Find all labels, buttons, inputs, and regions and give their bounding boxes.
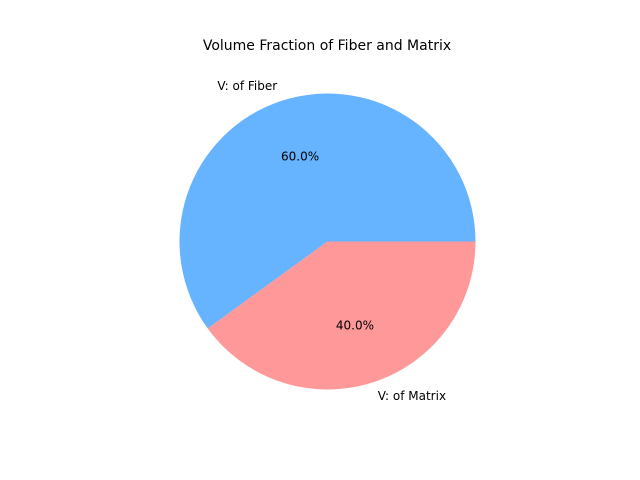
pie-slices (179, 93, 476, 390)
pie-labels: V: of Fiber 60.0% V: of Matrix 40.0% (217, 79, 446, 403)
slice-label-1: V: of Fiber (217, 79, 277, 93)
chart-title: Volume Fraction of Fiber and Matrix (203, 38, 451, 54)
slice-percent-2: 40.0% (336, 318, 374, 332)
slice-percent-1: 60.0% (281, 150, 319, 164)
pie-slice-2 (207, 241, 476, 390)
pie-slice-1 (179, 93, 476, 329)
slice-label-2: V: of Matrix (378, 389, 446, 403)
